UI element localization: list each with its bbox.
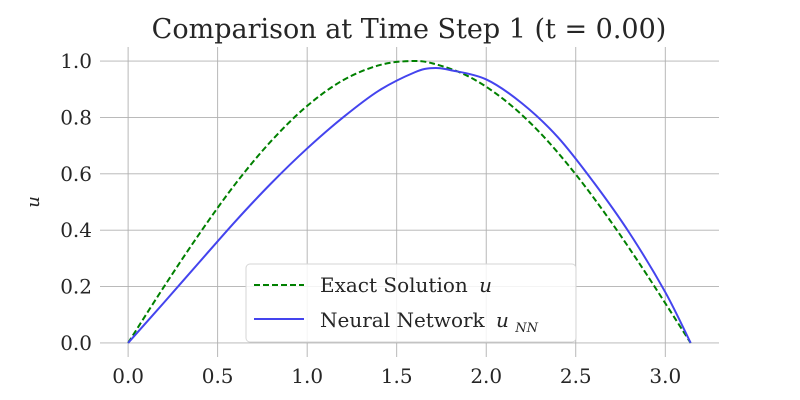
series-group xyxy=(127,59,692,344)
y-tick-label: 0.8 xyxy=(60,105,92,129)
legend-exact-symbol: u xyxy=(479,273,492,297)
chart-title: Comparison at Time Step 1 (t = 0.00) xyxy=(152,14,667,45)
x-tick-label: 2.0 xyxy=(470,364,502,388)
y-tick-label: 1.0 xyxy=(60,49,92,73)
legend-exact-name: Exact Solution xyxy=(320,273,468,297)
legend-nn-subscript: NN xyxy=(514,321,538,336)
x-tick-label: 0.0 xyxy=(112,364,144,388)
x-axis-ticks: 0.0 0.5 1.0 1.5 2.0 2.5 3.0 xyxy=(112,364,681,388)
y-axis-ticks: 0.0 0.2 0.4 0.6 0.8 1.0 xyxy=(60,49,92,355)
x-tick-label: 1.0 xyxy=(291,364,323,388)
y-tick-label: 0.0 xyxy=(60,331,92,355)
legend: Exact Solution u Neural Network u NN xyxy=(245,263,577,343)
legend-nn-symbol: u xyxy=(496,308,509,332)
y-tick-label: 0.6 xyxy=(60,162,92,186)
series-line-neural-network xyxy=(127,67,692,344)
x-tick-label: 0.5 xyxy=(202,364,234,388)
x-tick-label: 1.5 xyxy=(381,364,413,388)
series-line-exact xyxy=(127,59,692,344)
x-tick-label: 2.5 xyxy=(560,364,592,388)
legend-label-exact: Exact Solution u xyxy=(320,273,492,297)
legend-nn-name: Neural Network xyxy=(320,308,486,332)
legend-frame xyxy=(245,263,577,343)
y-tick-label: 0.2 xyxy=(60,275,92,299)
legend-label-nn: Neural Network u NN xyxy=(320,308,539,336)
y-tick-label: 0.4 xyxy=(60,218,92,242)
x-tick-label: 3.0 xyxy=(649,364,681,388)
y-axis-label: u xyxy=(23,196,44,208)
